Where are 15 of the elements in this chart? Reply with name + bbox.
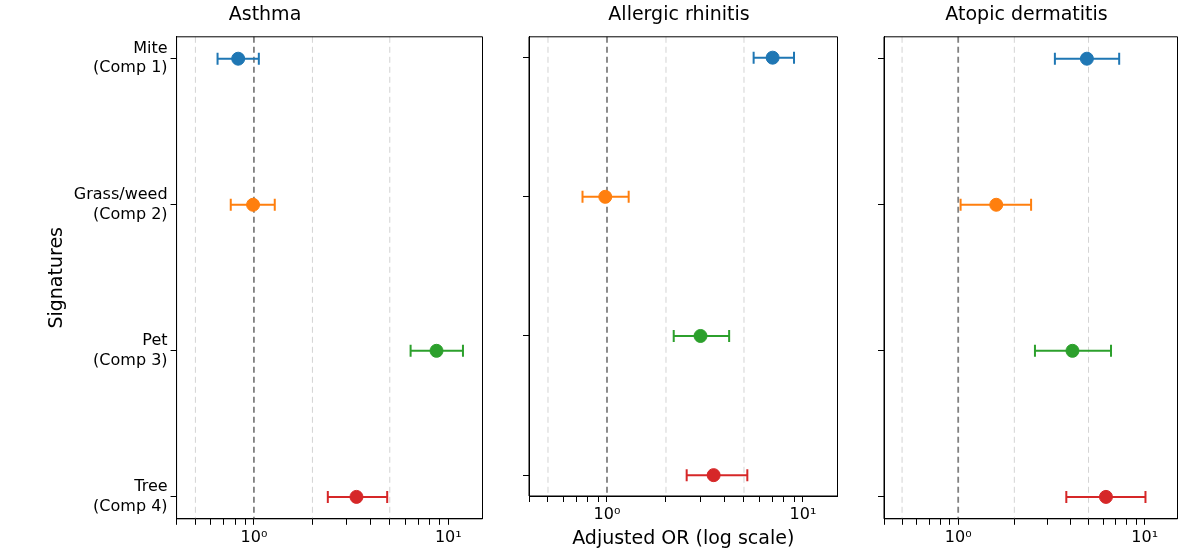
y-axis-title: Signatures	[44, 227, 67, 329]
x-tick-label: 10¹	[434, 526, 462, 546]
x-tick-label: 10⁰	[944, 526, 972, 546]
y-tick-label: Grass/weed (Comp 2)	[73, 184, 168, 223]
x-tick-label: 10¹	[1131, 526, 1159, 546]
chart-title: Allergic rhinitis	[608, 2, 750, 25]
x-tick-label: 10⁰	[240, 526, 268, 546]
chart-title: Asthma	[228, 2, 302, 25]
chart-title: Atopic dermatitis	[945, 2, 1108, 25]
x-tick-label: 10¹	[789, 503, 817, 523]
x-axis-title: Adjusted OR (log scale)	[572, 525, 795, 548]
x-tick-label: 10⁰	[593, 503, 621, 523]
y-tick-label: Mite (Comp 1)	[93, 38, 168, 77]
y-tick-label: Tree (Comp 4)	[93, 476, 168, 515]
y-tick-label: Pet (Comp 3)	[93, 330, 168, 369]
